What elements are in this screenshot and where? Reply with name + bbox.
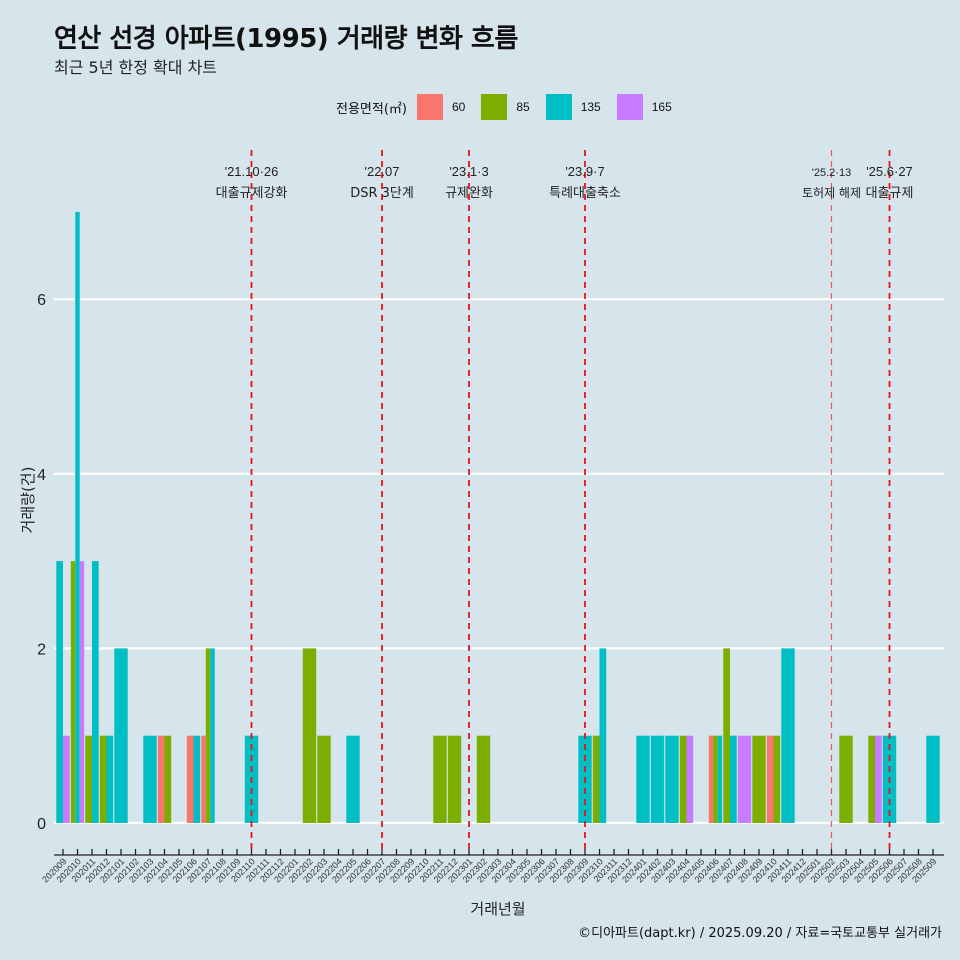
- event-date: '23.1·3: [449, 164, 488, 179]
- event-date: '23.9·7: [565, 164, 604, 179]
- bar-85-202212: [447, 735, 462, 823]
- bar-85-202404: [679, 735, 687, 823]
- bar-135-202101: [114, 648, 128, 823]
- event-label: 특례대출축소: [549, 186, 621, 201]
- bar-60-202406: [708, 735, 714, 823]
- event-label: 토허제 해제: [802, 186, 861, 200]
- bar-135-202509: [926, 735, 940, 823]
- event-date: '25.2·13: [812, 167, 851, 179]
- x-axis-title: 거래년월: [470, 900, 525, 918]
- legend-label-165: 165: [651, 100, 672, 114]
- bar-165-202505: [875, 735, 882, 823]
- bar-135-202407: [730, 735, 737, 823]
- chart-subtitle: 최근 5년 한정 확대 차트: [54, 58, 218, 77]
- bar-85-202202: [302, 648, 317, 823]
- bar-60-202107: [201, 735, 206, 823]
- bar-135-202010: [75, 211, 80, 823]
- bar-135-202402: [650, 735, 665, 823]
- bar-85-202012: [99, 735, 107, 823]
- bar-60-202104: [157, 735, 165, 823]
- chart-title: 연산 선경 아파트(1995) 거래량 변화 흐름: [54, 24, 518, 54]
- bar-135-202205: [346, 735, 360, 823]
- legend-label-85: 85: [516, 100, 530, 114]
- legend-swatch-165: [616, 94, 643, 120]
- event-label: 대출규제: [866, 186, 914, 201]
- bar-85-202503: [839, 735, 853, 823]
- bar-165-202408: [737, 735, 752, 823]
- bar-85-202302: [476, 735, 491, 823]
- bar-85-202409: [752, 735, 766, 823]
- bar-135-202107: [210, 648, 215, 823]
- bar-135-202012: [106, 735, 114, 823]
- bar-85-202203: [317, 735, 331, 823]
- bar-85-202410: [773, 735, 781, 823]
- bar-60-202410: [766, 735, 774, 823]
- bar-135-202106: [193, 735, 201, 823]
- event-date: '25.6·27: [866, 164, 913, 179]
- bar-85-202107: [205, 648, 211, 823]
- legend: 전용면적(㎡) 60 85 135 165: [336, 93, 688, 121]
- bar-135-202009: [56, 561, 63, 823]
- event-date: '22.07: [364, 164, 399, 179]
- y-tick-label: 4: [37, 467, 46, 484]
- legend-label-60: 60: [451, 100, 466, 114]
- y-axis-title: 거래량(건): [19, 467, 37, 534]
- bar-85-202310: [592, 735, 600, 823]
- bar-135-202401: [636, 735, 650, 823]
- y-tick-label: 0: [37, 816, 46, 833]
- bar-165-202404: [686, 735, 694, 823]
- legend-title: 전용면적(㎡): [336, 101, 407, 117]
- bar-135-202310: [599, 648, 607, 823]
- bar-135-202403: [665, 735, 679, 823]
- event-label: 규제완화: [445, 186, 493, 201]
- bar-135-202411: [781, 648, 795, 823]
- bar-85-202011: [85, 735, 92, 823]
- bar-135-202103: [143, 735, 157, 823]
- legend-label-135: 135: [580, 100, 601, 114]
- y-tick-label: 2: [37, 641, 46, 658]
- event-date: '21.10·26: [225, 164, 279, 179]
- bar-85-202010: [70, 561, 76, 823]
- bar-135-202011: [92, 561, 99, 823]
- legend-swatch-85: [481, 94, 508, 120]
- bar-165-202010: [79, 561, 85, 823]
- legend-swatch-60: [416, 94, 443, 120]
- bar-85-202211: [433, 735, 447, 823]
- event-label: 대출규제강화: [216, 186, 288, 201]
- event-label: DSR 3단계: [350, 186, 414, 201]
- bar-85-202407: [723, 648, 730, 823]
- legend-swatch-135: [545, 94, 572, 120]
- bar-60-202106: [186, 735, 194, 823]
- bar-135-202406: [717, 735, 723, 823]
- y-tick-label: 6: [37, 292, 46, 309]
- bar-85-202406: [713, 735, 718, 823]
- bar-85-202104: [164, 735, 172, 823]
- footer-credit: ©디아파트(dapt.kr) / 2025.09.20 / 자료=국토교통부 실…: [578, 926, 942, 941]
- bar-85-202505: [868, 735, 875, 823]
- bar-165-202009: [63, 735, 70, 823]
